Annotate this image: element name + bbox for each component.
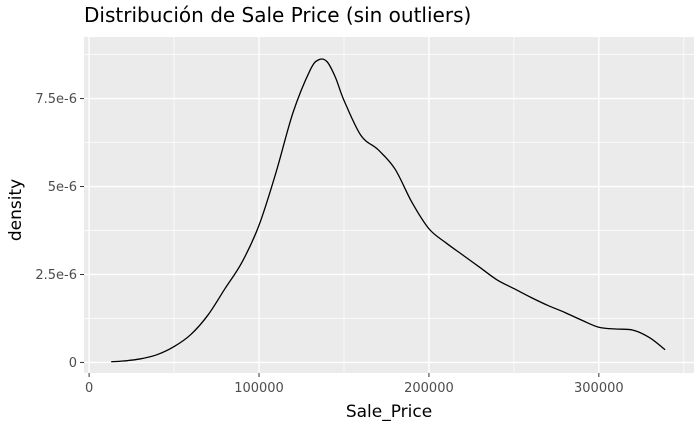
y-tick-label: 7.5e-6 — [35, 92, 77, 107]
x-tick-label: 100000 — [234, 381, 284, 396]
plot-panel — [84, 37, 694, 373]
x-axis-title: Sale_Price — [346, 402, 432, 422]
y-tick-label: 0 — [69, 356, 77, 371]
x-tick-label: 0 — [85, 381, 93, 396]
x-axis: 0 100000 200000 300000 — [85, 373, 624, 396]
y-tick-label: 2.5e-6 — [35, 268, 77, 283]
x-tick-label: 200000 — [404, 381, 454, 396]
x-tick-label: 300000 — [574, 381, 624, 396]
density-curve — [111, 58, 666, 363]
chart-title: Distribución de Sale Price (sin outliers… — [84, 3, 471, 27]
grid-lines — [84, 37, 694, 373]
y-axis-title: density — [6, 179, 26, 241]
y-axis: 0 2.5e-6 5e-6 7.5e-6 — [35, 92, 84, 371]
y-tick-label: 5e-6 — [48, 180, 77, 195]
